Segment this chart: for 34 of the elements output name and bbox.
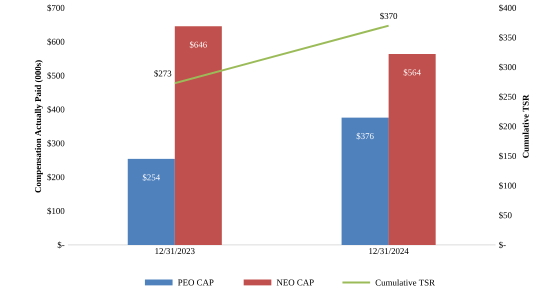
legend-label: PEO CAP — [178, 279, 214, 286]
legend-label: NEO CAP — [276, 279, 314, 286]
y-tick-label: $200 — [47, 174, 64, 181]
y2-axis-title: Cumulative TSR — [522, 94, 529, 158]
y2-tick-label: $- — [499, 241, 506, 248]
data-label: $370 — [380, 12, 398, 20]
x-tick-label: 12/31/2023 — [155, 248, 195, 254]
bar — [388, 54, 436, 245]
x-tick-label: 12/31/2024 — [369, 248, 409, 254]
y2-tick-label: $100 — [499, 182, 516, 190]
data-label: $646 — [190, 41, 207, 48]
bar — [174, 26, 222, 245]
y2-tick-label: $350 — [499, 34, 516, 41]
data-label: $254 — [142, 174, 160, 181]
data-label: $376 — [356, 132, 374, 140]
y2-tick-label: $150 — [499, 152, 516, 160]
y2-tick-label: $300 — [499, 63, 516, 71]
y2-tick-label: $400 — [499, 4, 516, 12]
y-tick-label: $600 — [47, 38, 64, 46]
y-tick-label: $400 — [47, 106, 64, 113]
y2-tick-label: $50 — [499, 212, 512, 219]
y2-tick-label: $200 — [499, 122, 516, 130]
bar — [128, 158, 175, 245]
y-tick-label: $300 — [47, 140, 64, 147]
y-tick-label: $- — [58, 241, 64, 248]
y-tick-label: $700 — [47, 4, 64, 12]
legend-label: Cumulative TSR — [376, 279, 435, 286]
y-tick-label: $500 — [47, 72, 64, 80]
y-tick-label: $100 — [47, 207, 64, 214]
data-label: $564 — [404, 68, 421, 76]
y2-tick-label: $250 — [499, 93, 516, 100]
bar — [342, 117, 389, 245]
y-axis-title: Compensation Actually Paid (000s) — [34, 60, 43, 192]
data-label: $273 — [154, 70, 172, 77]
